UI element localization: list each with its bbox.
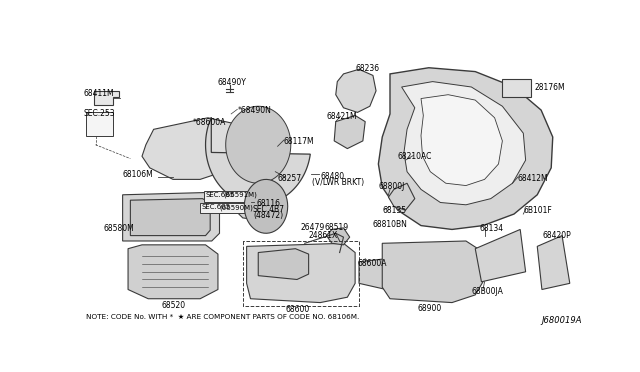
Text: 68134: 68134 <box>479 224 503 233</box>
Polygon shape <box>142 118 250 179</box>
Polygon shape <box>259 249 308 279</box>
Polygon shape <box>502 79 531 97</box>
Polygon shape <box>388 183 415 210</box>
Text: 24861X: 24861X <box>308 231 338 240</box>
Text: *68600A: *68600A <box>193 118 226 127</box>
Polygon shape <box>537 235 570 289</box>
Text: 68800J: 68800J <box>378 182 404 191</box>
Polygon shape <box>128 245 218 299</box>
Polygon shape <box>131 199 210 235</box>
Text: 68411M: 68411M <box>84 89 115 97</box>
Polygon shape <box>244 179 288 233</box>
Text: *68490N: *68490N <box>237 106 271 115</box>
Text: 68420P: 68420P <box>543 231 572 240</box>
Text: (66590M): (66590M) <box>220 204 253 211</box>
Polygon shape <box>200 203 272 212</box>
Text: 68480: 68480 <box>320 172 344 181</box>
Text: 68421M: 68421M <box>326 112 357 121</box>
Polygon shape <box>235 199 264 220</box>
Text: 68116: 68116 <box>257 199 281 208</box>
Text: SEC.605: SEC.605 <box>202 204 231 210</box>
Text: SEC.4B7: SEC.4B7 <box>252 205 284 214</box>
Polygon shape <box>204 191 274 202</box>
Text: 68600A: 68600A <box>358 259 387 268</box>
Text: 68117M: 68117M <box>284 137 314 146</box>
Text: SEC.685: SEC.685 <box>205 192 235 198</box>
Text: 68519: 68519 <box>324 223 348 232</box>
Text: 68236: 68236 <box>355 64 380 73</box>
Text: 26479: 26479 <box>301 223 325 232</box>
Text: 28176M: 28176M <box>535 83 566 92</box>
Text: 68490Y: 68490Y <box>218 78 247 87</box>
Polygon shape <box>334 115 365 148</box>
Text: 68580M: 68580M <box>103 224 134 233</box>
Text: 68520: 68520 <box>161 301 186 310</box>
Text: NOTE: CODE No. WITH *  ★ ARE COMPONENT PARTS OF CODE NO. 68106M.: NOTE: CODE No. WITH * ★ ARE COMPONENT PA… <box>86 314 360 320</box>
Text: (48472): (48472) <box>253 211 284 220</box>
Polygon shape <box>421 95 502 186</box>
Text: 68B00JA: 68B00JA <box>472 287 503 296</box>
Text: 68106M: 68106M <box>123 170 154 179</box>
Polygon shape <box>378 68 553 230</box>
Polygon shape <box>123 192 220 241</box>
Polygon shape <box>359 259 406 289</box>
Text: 68412M: 68412M <box>518 174 548 183</box>
Polygon shape <box>402 81 525 205</box>
Text: J680019A: J680019A <box>541 316 582 325</box>
Text: 68210AC: 68210AC <box>397 153 432 161</box>
Text: 68257: 68257 <box>278 174 301 183</box>
Polygon shape <box>336 69 376 112</box>
Polygon shape <box>94 91 119 105</box>
Text: 68135: 68135 <box>382 206 406 215</box>
Polygon shape <box>326 228 349 245</box>
Polygon shape <box>205 118 310 205</box>
Text: 6B101F: 6B101F <box>524 206 552 215</box>
Text: 68810BN: 68810BN <box>373 220 408 229</box>
Polygon shape <box>86 112 113 135</box>
Polygon shape <box>476 230 525 282</box>
Text: 68600: 68600 <box>285 305 310 314</box>
Text: 68900: 68900 <box>417 304 442 313</box>
Polygon shape <box>382 241 483 302</box>
Polygon shape <box>226 106 291 183</box>
Text: (66591M): (66591M) <box>223 192 257 198</box>
Text: SEC.253: SEC.253 <box>84 109 115 118</box>
Text: (V/LWR BRKT): (V/LWR BRKT) <box>312 178 365 187</box>
Polygon shape <box>246 243 355 302</box>
